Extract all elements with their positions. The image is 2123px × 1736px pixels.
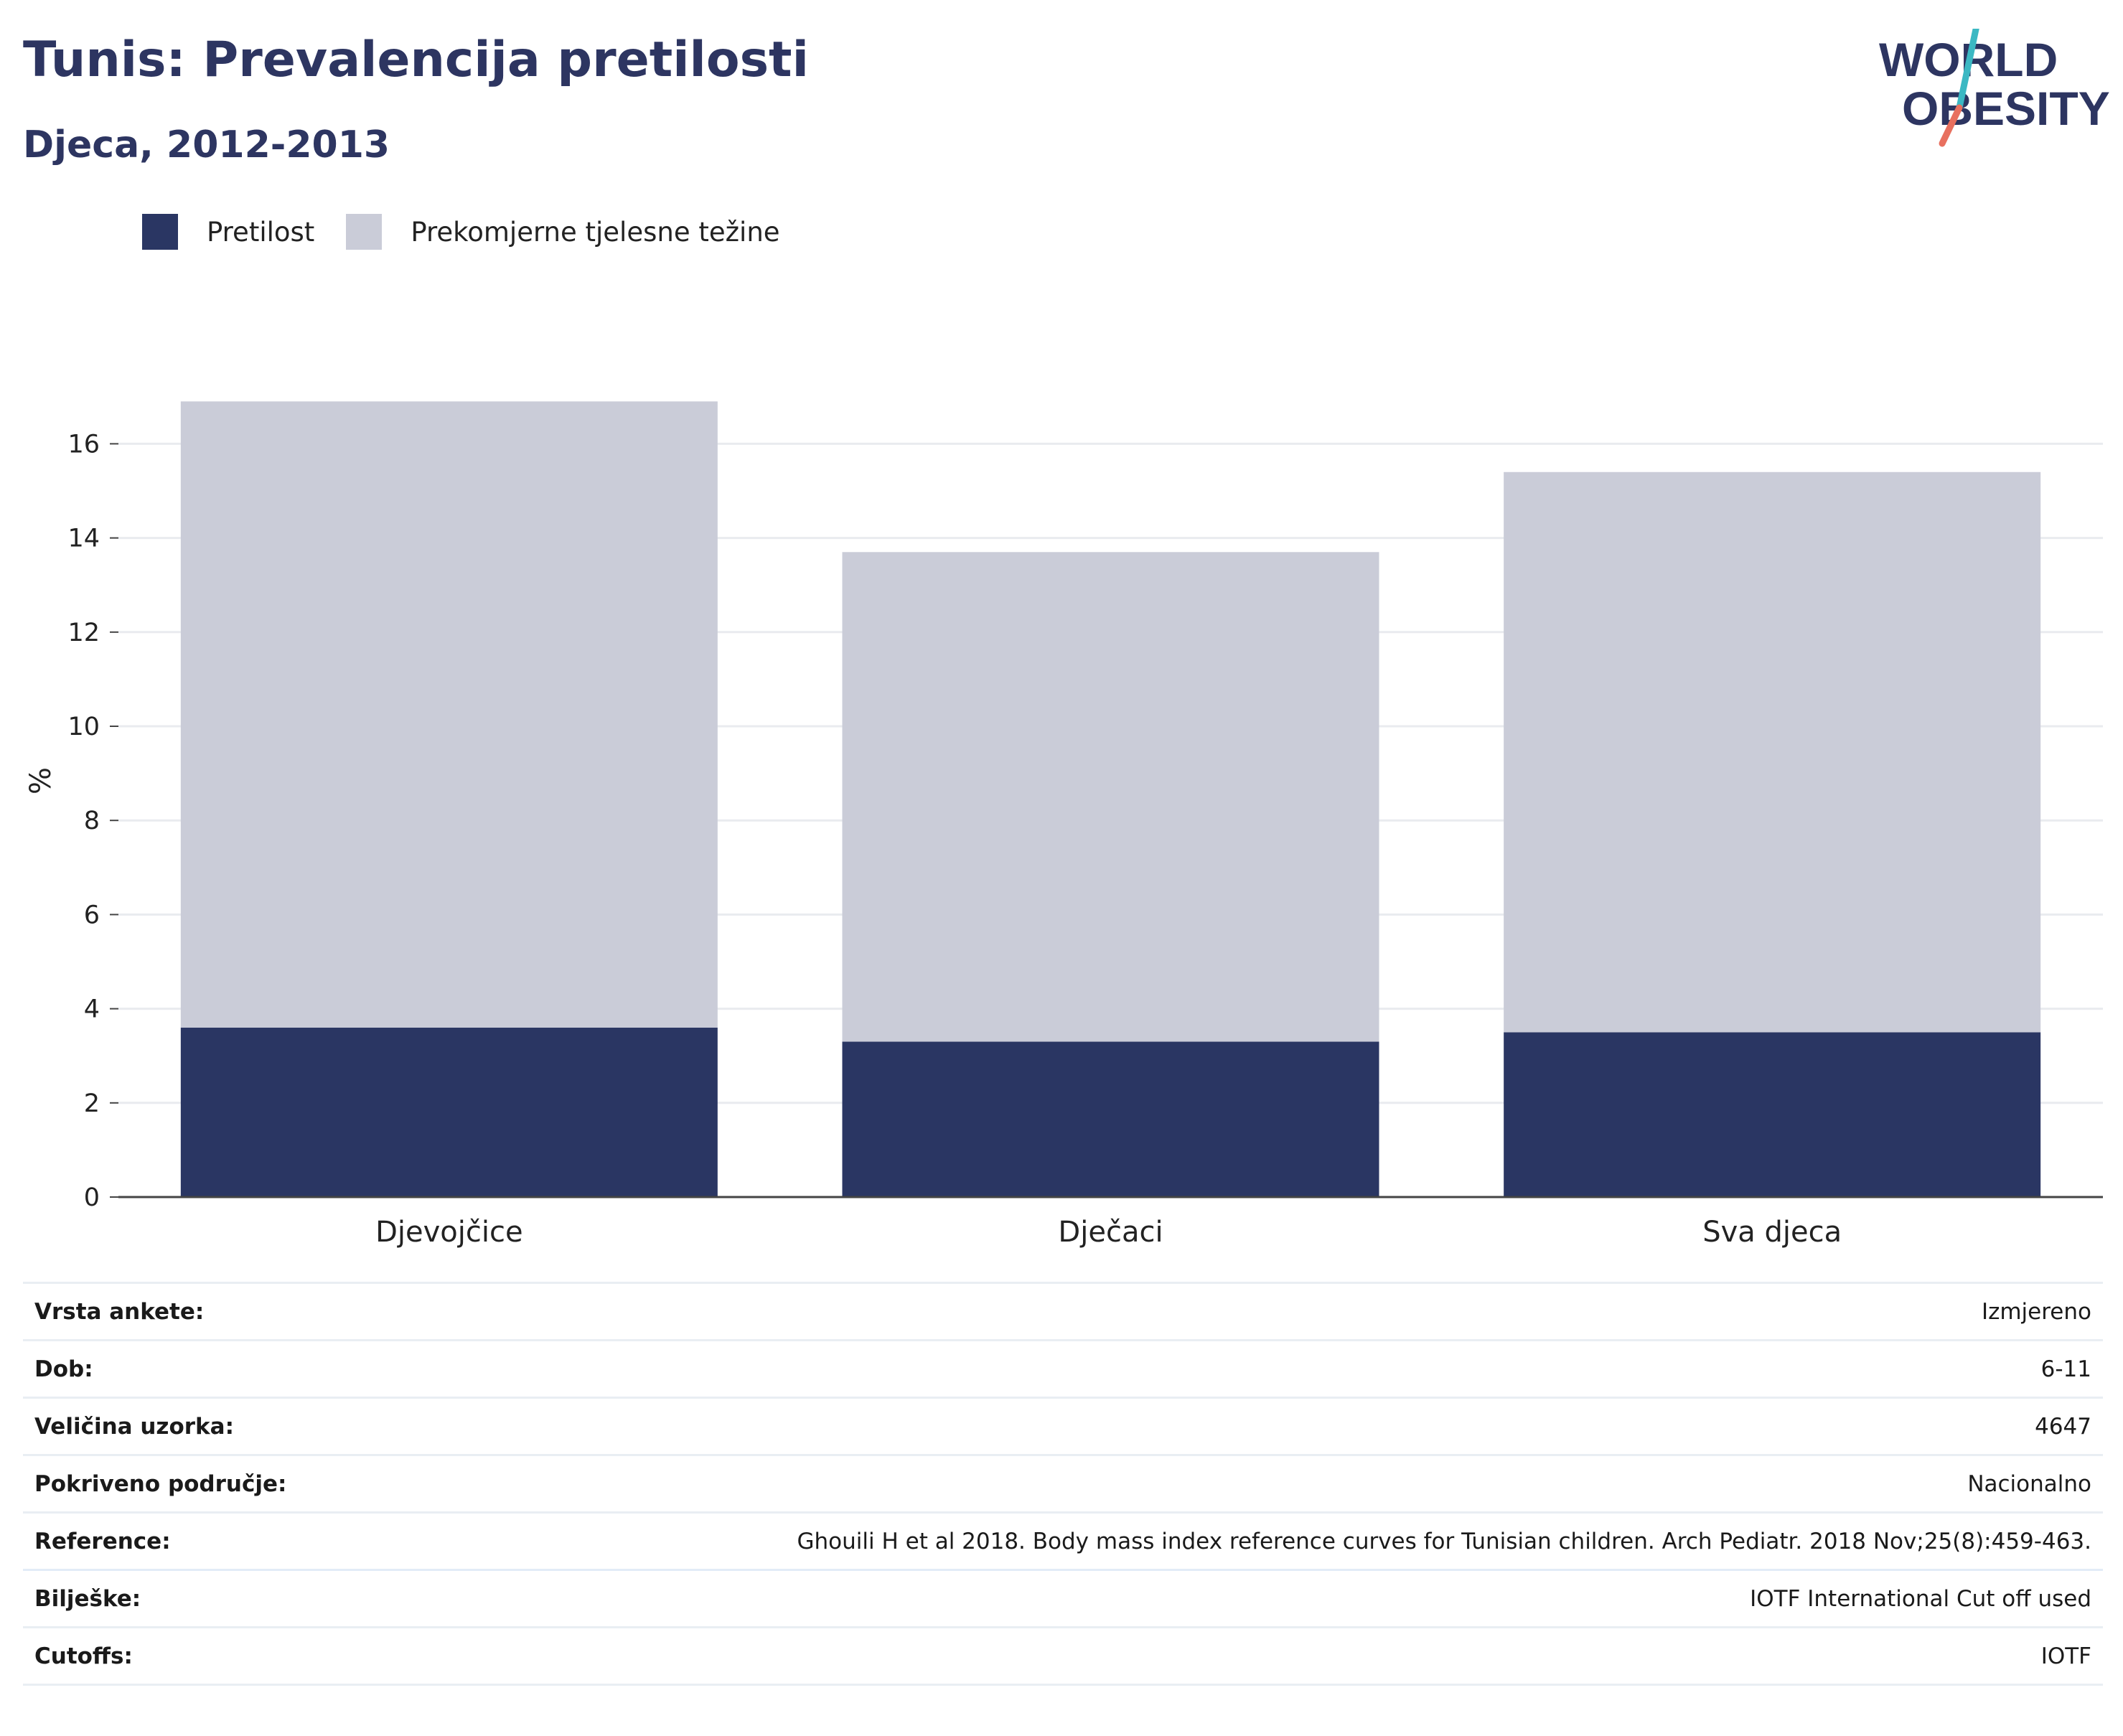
bar-obesity-3 [1504,1032,2041,1197]
x-tick-label: Dječaci [1058,1216,1163,1249]
details-label: Reference: [34,1528,171,1554]
details-value: IOTF International Cut off used [1750,1585,2091,1612]
details-row-age: Dob: 6-11 [23,1341,2103,1399]
chart-subtitle: Djeca, 2012-2013 [23,123,390,166]
details-label: Bilješke: [34,1585,141,1612]
details-value: Nacionalno [1967,1470,2091,1497]
details-value: Izmjereno [1981,1298,2091,1325]
details-value: 4647 [2035,1413,2091,1440]
y-tick-label: 10 [67,713,100,741]
legend-label-obesity: Pretilost [207,216,315,248]
x-tick-label: Sva djeca [1702,1216,1842,1249]
survey-details-table: Vrsta ankete: Izmjereno Dob: 6-11 Veliči… [23,1282,2103,1686]
x-tick-label: Djevojčice [375,1216,523,1249]
legend-item-obesity[interactable]: Pretilost [142,214,314,250]
y-tick-label: 6 [84,901,100,929]
bar-overweight-2 [842,552,1379,1042]
logo-slash-bottom [1939,104,1963,147]
details-row-reference: Reference: Ghouili H et al 2018. Body ma… [23,1514,2103,1571]
logo-word-obesity: OBESITY [1902,82,2110,135]
bar-obesity-1 [180,1027,718,1197]
legend-item-overweight[interactable]: Prekomjerne tjelesne težine [346,214,780,250]
details-row-coverage: Pokriveno područje: Nacionalno [23,1456,2103,1514]
y-tick-label: 2 [84,1089,100,1118]
bar-overweight-1 [180,401,718,1028]
details-label: Cutoffs: [34,1643,133,1669]
logo-slash-top [1956,29,1979,111]
details-label: Pokriveno područje: [34,1470,287,1497]
legend-label-overweight: Prekomjerne tjelesne težine [411,216,780,248]
details-row-survey-type: Vrsta ankete: Izmjereno [23,1284,2103,1341]
details-label: Dob: [34,1356,93,1382]
details-value: IOTF [2040,1643,2091,1669]
legend-swatch-overweight [346,214,383,250]
details-label: Veličina uzorka: [34,1413,234,1440]
y-tick-label: 12 [67,619,100,647]
details-value: 6-11 [2040,1356,2091,1382]
y-axis-title: % [24,767,57,794]
y-tick-label: 16 [67,430,100,459]
y-tick-label: 4 [84,995,100,1024]
bar-overweight-3 [1504,471,2041,1033]
details-label: Vrsta ankete: [34,1298,205,1325]
y-tick-label: 0 [84,1183,100,1212]
axis-layer: 0 2 4 6 8 10 12 14 16% Djevojčice Dječaci Sva djeca [24,430,2103,1249]
details-value: Ghouili H et al 2018. Body mass index re… [797,1528,2091,1554]
details-row-cutoffs: Cutoffs: IOTF [23,1628,2103,1686]
chart-title: Tunis: Prevalencija pretilosti [23,32,809,88]
chart-legend: Pretilost Prekomjerne tjelesne težine [142,212,812,251]
world-obesity-logo: WORLD OBESITY [1879,29,2110,147]
details-row-notes: Bilješke: IOTF International Cut off use… [23,1571,2103,1628]
details-row-sample-size: Veličina uzorka: 4647 [23,1399,2103,1456]
bar-layer [180,401,2041,1197]
y-tick-label: 14 [67,525,100,553]
bar-obesity-2 [842,1041,1379,1197]
y-tick-label: 8 [84,807,100,835]
legend-swatch-obesity [142,214,178,250]
bar-chart: 0 2 4 6 8 10 12 14 16% Djevojčice Dječaci Sva djeca [24,401,2103,1249]
